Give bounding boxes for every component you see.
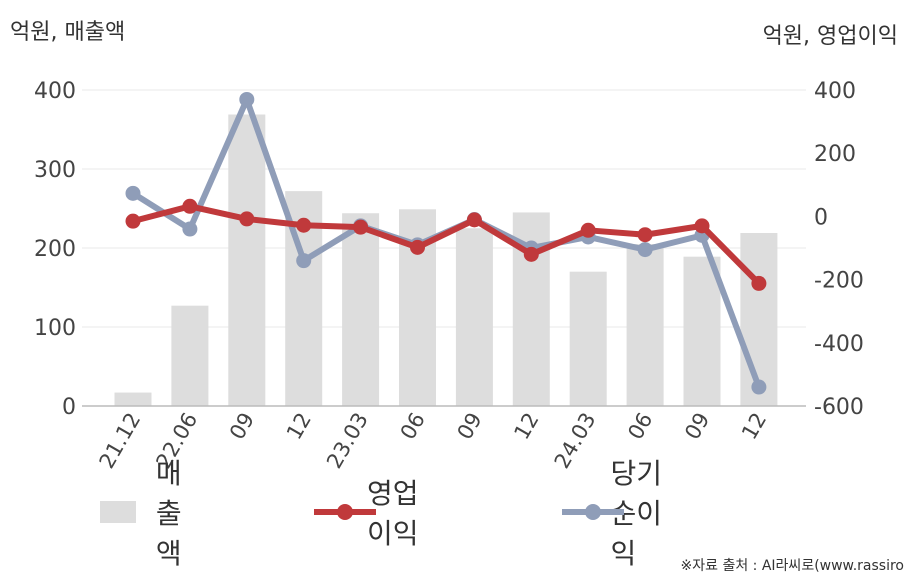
combo-chart: 0 100 200 300 400 -600 -400 -200 0 200 400 21.12 2… [34,79,864,473]
revenue-bar [626,244,664,406]
net-income-point [751,379,767,395]
right-axis-tick-label: -600 [814,395,864,420]
legend-item-revenue[interactable]: 매출액 [100,457,204,570]
net-income-point [125,185,141,201]
left-axis-ticks: 0 100 200 300 400 [34,79,76,420]
x-axis-tick-label: 23.03 [322,409,373,473]
left-axis-tick-label: 300 [34,158,76,183]
net-income-point [637,242,653,258]
right-axis-tick-label: 400 [814,79,856,104]
x-axis-tick-label: 09 [225,409,259,444]
right-axis-ticks: -600 -400 -200 0 200 400 [814,79,864,420]
left-axis-tick-label: 200 [34,237,76,262]
operating-profit-point [125,213,141,229]
x-axis-tick-label: 24.03 [550,409,601,473]
operating-profit-point [296,217,312,233]
x-axis-tick-label: 09 [680,409,714,444]
revenue-bar [342,213,380,406]
operating-profit-point [637,227,653,243]
revenue-bar [740,232,778,406]
legend-swatch-operating-profit [314,501,376,523]
operating-profit-point [694,218,710,234]
net-income-line [130,96,762,391]
revenue-bar [455,228,493,406]
revenue-bar [569,271,607,406]
legend-item-net-income[interactable]: 당기순이익 [562,457,670,570]
x-axis-tick-label: 12 [509,409,543,444]
operating-profit-point [466,212,482,228]
revenue-bar [683,256,721,406]
left-axis-tick-label: 100 [34,316,76,341]
x-axis-tick-label: 12 [737,409,771,444]
right-axis-unit-label: 억원, 영업이익 [762,24,898,49]
x-axis-tick-label: 06 [396,409,430,444]
net-income-point [296,253,312,269]
revenue-bar [171,305,209,406]
legend-item-operating-profit[interactable]: 영업이익 [314,477,422,550]
legend-label-operating-profit: 영업이익 [366,477,419,550]
right-axis-tick-label: 200 [814,142,856,167]
net-income-point [239,91,255,107]
source-note: ※자료 출처 : AI라씨로(www.rassiro [680,558,904,574]
operating-profit-point [353,219,369,235]
legend-swatch-revenue [100,501,136,523]
x-axis-tick-label: 21.12 [94,409,145,473]
operating-profit-line [130,203,762,287]
left-axis-unit-label: 억원, 매출액 [10,20,126,45]
revenue-bar [228,114,266,407]
operating-profit-point [182,198,198,214]
operating-profit-point [523,246,539,262]
left-axis-tick-label: 0 [62,395,76,420]
net-income-point [182,221,198,237]
profit-lines [125,91,767,395]
x-axis-tick-label: 06 [623,409,657,444]
legend-swatch-net-income [562,501,624,523]
right-axis-tick-label: 0 [814,205,828,230]
left-axis-tick-label: 400 [34,79,76,104]
operating-profit-point [239,211,255,227]
right-axis-tick-label: -400 [814,332,864,357]
revenue-bars [114,114,778,407]
x-axis-tick-label: 12 [282,409,316,444]
x-axis-tick-label: 09 [453,409,487,444]
right-axis-tick-label: -200 [814,269,864,294]
operating-profit-point [751,275,767,291]
operating-profit-point [410,239,425,255]
operating-profit-point [580,222,596,238]
legend-label-revenue: 매출액 [155,457,182,570]
revenue-bar [114,392,152,406]
